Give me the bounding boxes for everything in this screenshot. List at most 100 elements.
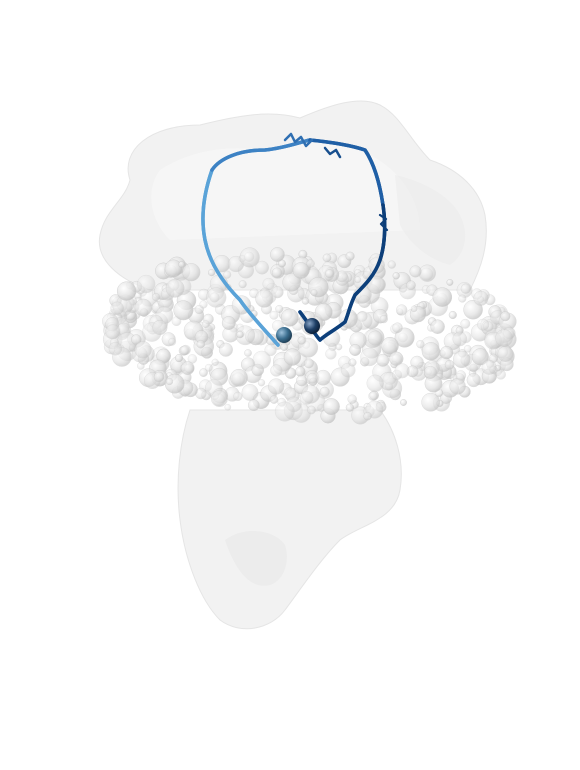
- membrane-sphere: [394, 363, 410, 379]
- membrane-sphere: [224, 403, 232, 411]
- membrane-sphere: [322, 398, 340, 416]
- membrane-sphere: [280, 343, 289, 351]
- membrane-sphere: [368, 391, 378, 401]
- end-marker-sphere: [304, 318, 320, 334]
- membrane-sphere: [239, 247, 260, 268]
- membrane-sphere: [178, 261, 185, 268]
- membrane-sphere: [206, 287, 227, 308]
- membrane-sphere: [137, 274, 156, 294]
- membrane-sphere: [269, 395, 279, 404]
- membrane-sphere: [257, 379, 266, 387]
- membrane-sphere: [282, 273, 301, 292]
- membrane-sphere: [389, 351, 404, 366]
- membrane-sphere: [207, 268, 216, 277]
- membrane-sphere: [230, 368, 248, 387]
- membrane-sphere: [366, 374, 384, 392]
- membrane-sphere: [196, 339, 206, 349]
- membrane-sphere: [108, 342, 123, 356]
- membrane-sphere: [325, 348, 337, 360]
- membrane-sphere: [244, 349, 252, 357]
- membrane-sphere: [325, 269, 334, 279]
- membrane-sphere: [345, 403, 355, 412]
- membrane-sphere: [165, 377, 174, 386]
- start-marker-sphere: [276, 327, 292, 343]
- membrane-sphere: [466, 373, 481, 388]
- membrane-sphere: [202, 320, 210, 328]
- membrane-sphere: [381, 336, 399, 355]
- membrane-sphere: [409, 265, 422, 278]
- membrane-sphere: [179, 345, 190, 356]
- membrane-sphere: [173, 300, 194, 321]
- membrane-sphere: [367, 275, 386, 294]
- membrane-sphere: [283, 348, 302, 366]
- membrane-sphere: [307, 405, 316, 415]
- membrane-sphere: [473, 290, 489, 306]
- membrane-sphere: [134, 298, 153, 317]
- membrane-sphere: [275, 304, 284, 314]
- membrane-sphere: [471, 348, 489, 366]
- membrane-sphere: [452, 331, 468, 347]
- membrane-sphere: [303, 358, 314, 369]
- membrane-sphere: [310, 289, 318, 297]
- membrane-sphere: [110, 301, 124, 316]
- membrane-sphere: [255, 260, 269, 275]
- membrane-sphere: [301, 297, 310, 305]
- membrane-sphere: [421, 392, 441, 412]
- membrane-sphere: [297, 336, 306, 345]
- membrane-sphere: [400, 399, 407, 406]
- membrane-sphere: [134, 341, 152, 359]
- protein-surface-lower: [177, 409, 402, 630]
- membrane-sphere: [455, 370, 467, 381]
- membrane-sphere: [439, 345, 454, 360]
- membrane-sphere: [211, 358, 219, 366]
- membrane-sphere: [319, 386, 330, 397]
- membrane-sphere: [270, 247, 285, 262]
- membrane-sphere: [199, 368, 208, 377]
- membrane-sphere: [363, 411, 372, 421]
- membrane-sphere: [345, 251, 355, 261]
- membrane-sphere: [271, 286, 284, 299]
- membrane-sphere: [235, 325, 256, 346]
- membrane-sphere: [269, 310, 279, 320]
- membrane-sphere: [168, 337, 177, 346]
- membrane-sphere: [322, 253, 332, 263]
- membrane-sphere: [307, 372, 318, 384]
- membrane-sphere: [392, 272, 400, 280]
- membrane-sphere: [348, 358, 357, 367]
- membrane-sphere: [460, 283, 471, 294]
- membrane-sphere: [262, 277, 275, 291]
- membrane-sphere: [252, 350, 271, 370]
- membrane-sphere: [315, 369, 332, 386]
- membrane-sphere: [116, 281, 137, 301]
- membrane-sphere: [410, 305, 418, 313]
- membrane-sphere: [271, 267, 283, 278]
- membrane-sphere: [174, 354, 184, 363]
- membrane-sphere: [421, 342, 441, 361]
- membrane-sphere: [394, 327, 415, 348]
- membrane-sphere: [340, 362, 356, 378]
- membrane-sphere: [418, 264, 436, 282]
- membrane-sphere: [396, 304, 408, 316]
- protein-surface-upper: [98, 100, 487, 291]
- membrane-sphere: [448, 310, 457, 320]
- membrane-sphere: [376, 353, 390, 367]
- membrane-sphere: [299, 390, 314, 405]
- membrane-sphere: [481, 359, 497, 375]
- membrane-sphere: [423, 365, 437, 379]
- membrane-sphere: [446, 278, 454, 286]
- membrane-sphere: [379, 314, 388, 324]
- membrane-sphere: [268, 378, 285, 395]
- membrane-sphere: [500, 311, 511, 322]
- membrane-sphere: [296, 375, 308, 387]
- membrane-sphere: [270, 364, 283, 377]
- membrane-sphere: [233, 391, 243, 402]
- membrane-sphere: [416, 340, 425, 349]
- membrane-sphere: [274, 401, 295, 422]
- membrane-sphere: [280, 308, 299, 327]
- membrane-sphere: [444, 359, 455, 370]
- membrane-sphere: [264, 343, 277, 357]
- membrane-sphere: [241, 384, 259, 401]
- membrane-sphere: [204, 363, 213, 372]
- membrane-sphere: [165, 278, 185, 298]
